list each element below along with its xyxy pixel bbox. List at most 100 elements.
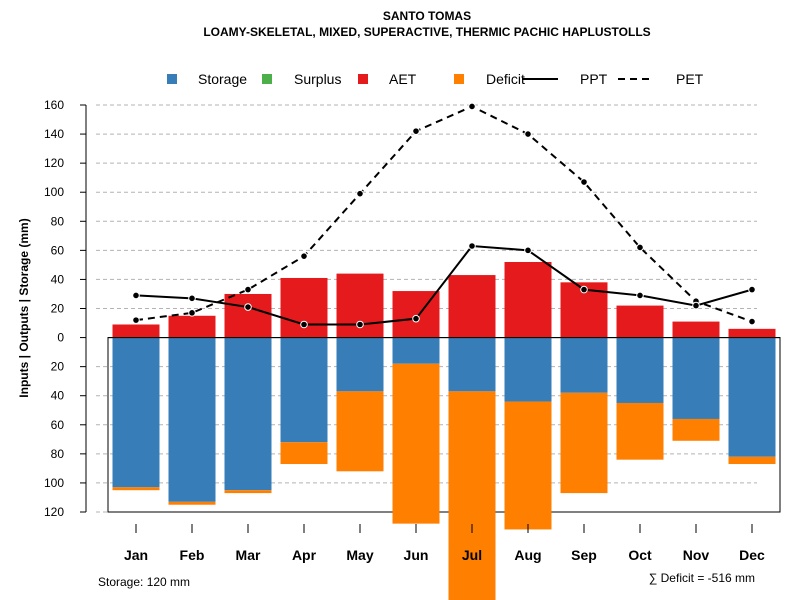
ppt-line-point <box>132 291 140 300</box>
legend-label: AET <box>389 71 417 87</box>
deficit-footnote: ∑ Deficit = -516 mm <box>649 571 755 585</box>
x-tick-label: Mar <box>236 547 261 563</box>
ppt-line-point <box>356 320 364 329</box>
bar-storage <box>168 337 216 502</box>
bar-deficit <box>280 442 328 465</box>
bars <box>107 261 781 600</box>
bar-deficit <box>336 391 384 472</box>
y-tick-label: 40 <box>51 272 65 286</box>
bar-deficit <box>448 391 496 600</box>
legend-swatch <box>454 74 464 84</box>
y-tick-label: 100 <box>44 476 64 490</box>
ppt-line-point <box>748 285 756 294</box>
x-tick-label: Nov <box>683 547 710 563</box>
bar-deficit <box>560 392 608 494</box>
y-tick-label: 160 <box>44 98 64 112</box>
x-tick-label: Sep <box>571 547 597 563</box>
x-tick-label: Oct <box>628 547 652 563</box>
pet-line-point <box>244 285 252 294</box>
bar-aet <box>672 321 720 338</box>
ppt-line-point <box>300 320 308 329</box>
bar-aet <box>112 324 160 338</box>
y-tick-label: 100 <box>44 185 64 199</box>
bar-deficit <box>616 402 664 460</box>
bar-deficit <box>224 490 272 494</box>
bar-storage <box>224 337 272 491</box>
y-tick-label: 80 <box>51 447 65 461</box>
x-tick-label: Aug <box>514 547 541 563</box>
x-tick-label: Dec <box>739 547 765 563</box>
bar-storage <box>672 337 720 419</box>
bar-aet <box>280 277 328 338</box>
chart-title: SANTO TOMAS <box>383 9 471 23</box>
bar-deficit <box>392 363 440 524</box>
ppt-line-point <box>524 246 532 255</box>
pet-line-point <box>580 178 588 186</box>
storage-footnote: Storage: 120 mm <box>98 575 190 589</box>
bar-deficit <box>672 418 720 441</box>
bar-storage <box>560 337 608 393</box>
pet-line-point <box>412 127 420 135</box>
bar-deficit <box>112 487 160 491</box>
legend-label: Deficit <box>486 71 525 87</box>
y-tick-label: 60 <box>51 243 65 257</box>
ppt-line-point <box>580 285 588 294</box>
x-tick-label: May <box>346 547 373 563</box>
bar-storage <box>728 337 776 457</box>
legend-label: Surplus <box>294 71 341 87</box>
y-tick-label: 120 <box>44 156 64 170</box>
y-tick-label: 40 <box>51 389 65 403</box>
bar-aet <box>504 261 552 338</box>
legend-label: Storage <box>198 71 247 87</box>
y-tick-label: 140 <box>44 127 64 141</box>
pet-line-point <box>524 130 532 138</box>
legend-label: PET <box>676 71 704 87</box>
legend: Storage Surplus AET Deficit PPT PET <box>167 71 704 87</box>
ppt-line-point <box>468 242 476 250</box>
pet-line <box>135 105 753 323</box>
pet-line-point <box>300 252 308 260</box>
y-tick-label: 60 <box>51 418 65 432</box>
bar-deficit <box>168 501 216 505</box>
bar-storage <box>504 337 552 402</box>
y-tick-label: 80 <box>51 214 65 228</box>
bar-storage <box>616 337 664 403</box>
lines <box>132 102 756 329</box>
y-axis-label: Inputs | Outputs | Storage (mm) <box>17 218 31 397</box>
bar-storage <box>112 337 160 488</box>
pet-line-point <box>468 102 476 111</box>
y-tick-label: 120 <box>44 505 64 519</box>
y-tick-label: 20 <box>51 360 65 374</box>
bar-storage <box>448 337 496 392</box>
y-axis: 120 100 80 60 40 20 0 20 40 60 80 100 120 140 160 <box>44 98 87 519</box>
bar-storage <box>392 337 440 364</box>
x-tick-label: Jul <box>462 547 482 563</box>
bar-aet <box>168 315 216 338</box>
x-tick-label: Jan <box>124 547 148 563</box>
legend-swatch <box>358 74 368 84</box>
bar-aet <box>224 293 272 338</box>
legend-label: PPT <box>580 71 608 87</box>
pet-line-point <box>356 189 364 198</box>
y-tick-label: 20 <box>51 302 65 316</box>
pet-line-point <box>636 243 644 252</box>
ppt-line-point <box>692 301 700 310</box>
ppt-line-point <box>636 291 644 300</box>
ppt-line <box>135 244 753 326</box>
y-tick-label: 0 <box>57 331 64 345</box>
ppt-line-point <box>244 303 252 311</box>
pet-line-point <box>188 309 196 317</box>
x-tick-label: Jun <box>404 547 429 563</box>
bar-aet <box>728 328 776 338</box>
legend-swatch <box>262 74 272 84</box>
bar-storage <box>336 337 384 392</box>
pet-line-point <box>748 317 756 326</box>
pet-line-point <box>132 316 140 324</box>
chart-subtitle: LOAMY-SKELETAL, MIXED, SUPERACTIVE, THER… <box>203 25 650 39</box>
x-tick-label: Feb <box>180 547 205 563</box>
bar-storage <box>280 337 328 443</box>
ppt-line-point <box>188 294 196 303</box>
bar-aet <box>448 275 496 338</box>
bar-deficit <box>728 456 776 465</box>
